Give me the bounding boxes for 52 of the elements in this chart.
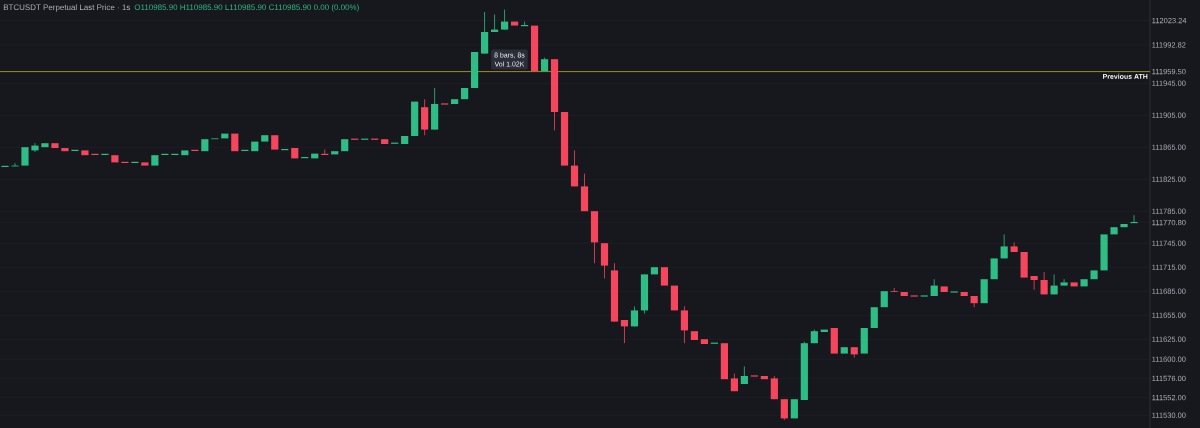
candlestick [1020,252,1028,278]
candlestick [900,292,908,296]
candlestick [870,307,878,328]
candlestick [201,139,209,152]
candlestick [510,21,519,26]
candlestick [111,155,119,163]
candlestick [990,258,998,280]
candlestick [271,135,279,150]
candlestick [650,267,659,275]
candlestick [560,112,569,166]
candlestick [151,155,159,166]
candlestick [530,25,539,72]
candlestick [61,148,69,152]
candlestick [21,147,29,166]
candlestick [760,376,768,380]
candlestick [461,88,469,100]
candlestick [41,143,49,148]
candlestick [181,150,189,156]
candlestick [261,135,269,142]
candlestick [670,285,679,311]
candlestick [51,143,59,148]
candlestick [860,328,868,354]
candlestick [471,52,479,88]
candlestick [660,267,669,286]
candlestick [1100,234,1108,271]
candlestick [840,347,848,354]
candlestick [980,279,988,304]
candlestick [690,331,699,340]
candlestick [251,141,259,152]
candlestick [291,148,299,159]
candlestick [341,139,349,152]
candlestick [830,328,838,354]
candlestick [401,136,409,144]
candlestick [1120,224,1128,228]
candlestick [960,292,968,296]
candlestick [81,150,89,156]
candlestick [1080,279,1088,287]
candlestick [331,151,339,155]
candlestick [411,101,419,136]
candlestick [790,399,798,419]
candlestick [141,162,149,166]
candlestick [880,291,888,308]
candlestick [1070,282,1078,287]
candlestick [890,287,898,293]
candlestick [1090,270,1098,280]
candlestick [1110,227,1118,235]
candlestick [451,99,459,104]
candlestick [381,139,389,144]
candlestick [940,286,948,292]
candlestick [231,133,239,152]
candlestick [720,343,728,380]
candlestick [700,339,708,344]
